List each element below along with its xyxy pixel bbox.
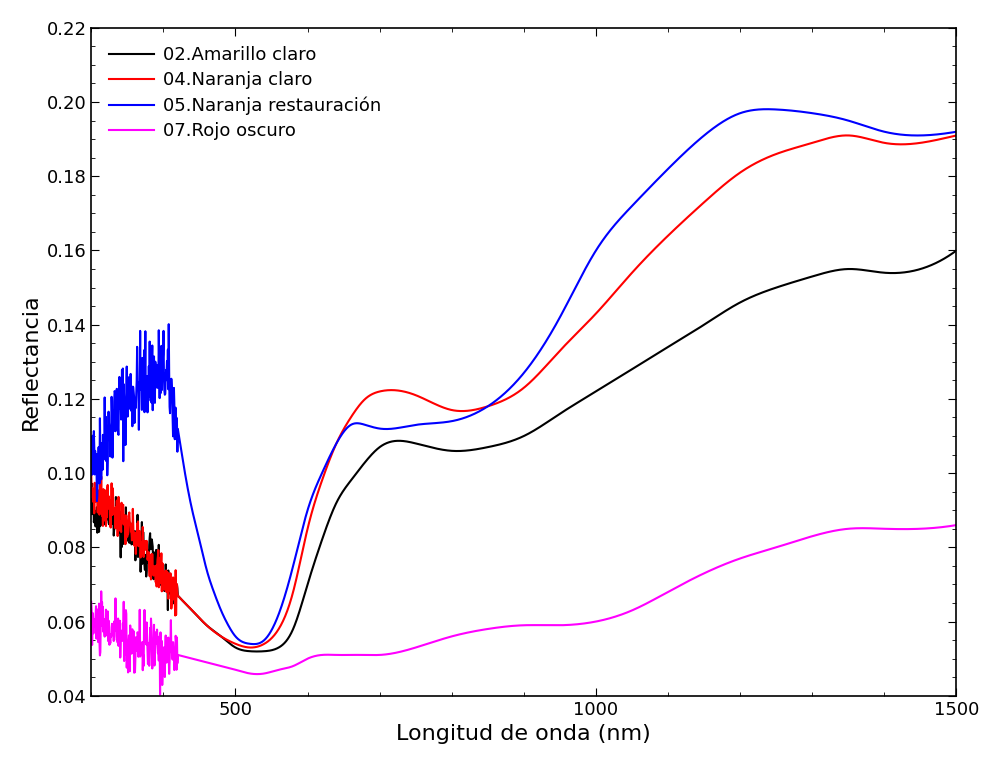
X-axis label: Longitud de onda (nm): Longitud de onda (nm) <box>396 724 651 744</box>
02.Amarillo claro <box>483 442 495 451</box>
04.Naranja claro <box>483 401 495 410</box>
05.Naranja restauración <box>483 401 495 410</box>
04.Naranja claro <box>85 468 97 477</box>
04.Naranja claro <box>926 136 938 145</box>
05.Naranja restauración <box>761 105 773 114</box>
05.Naranja restauración <box>926 130 938 139</box>
Y-axis label: Reflectancia: Reflectancia <box>21 294 41 430</box>
02.Amarillo claro <box>767 284 779 293</box>
04.Naranja claro <box>841 131 853 140</box>
05.Naranja restauración <box>506 381 518 390</box>
Line: 07.Rojo oscuro: 07.Rojo oscuro <box>91 525 956 695</box>
07.Rojo oscuro <box>926 523 938 532</box>
07.Rojo oscuro <box>483 624 495 633</box>
Legend: 02.Amarillo claro, 04.Naranja claro, 05.Naranja restauración, 07.Rojo oscuro: 02.Amarillo claro, 04.Naranja claro, 05.… <box>100 37 391 149</box>
07.Rojo oscuro <box>129 653 141 662</box>
05.Naranja restauración <box>129 394 141 403</box>
Line: 04.Naranja claro: 04.Naranja claro <box>91 135 956 647</box>
05.Naranja restauración <box>926 130 938 139</box>
04.Naranja claro <box>926 136 938 145</box>
04.Naranja claro <box>767 151 779 160</box>
07.Rojo oscuro <box>767 544 779 553</box>
05.Naranja restauración <box>85 457 97 467</box>
04.Naranja claro <box>129 529 141 538</box>
05.Naranja restauración <box>950 127 962 136</box>
04.Naranja claro <box>950 131 962 140</box>
02.Amarillo claro <box>925 261 937 270</box>
02.Amarillo claro <box>251 647 263 656</box>
07.Rojo oscuro <box>85 597 97 607</box>
07.Rojo oscuro <box>154 690 166 699</box>
Line: 05.Naranja restauración: 05.Naranja restauración <box>91 109 956 644</box>
Line: 02.Amarillo claro: 02.Amarillo claro <box>91 250 956 652</box>
07.Rojo oscuro <box>506 621 518 630</box>
05.Naranja restauración <box>248 640 260 649</box>
07.Rojo oscuro <box>950 520 962 529</box>
02.Amarillo claro <box>85 501 97 510</box>
02.Amarillo claro <box>926 260 938 269</box>
02.Amarillo claro <box>950 246 962 255</box>
02.Amarillo claro <box>129 555 141 565</box>
04.Naranja claro <box>506 391 518 400</box>
05.Naranja restauración <box>767 105 779 114</box>
04.Naranja claro <box>245 643 257 652</box>
07.Rojo oscuro <box>925 523 937 532</box>
02.Amarillo claro <box>506 436 518 445</box>
